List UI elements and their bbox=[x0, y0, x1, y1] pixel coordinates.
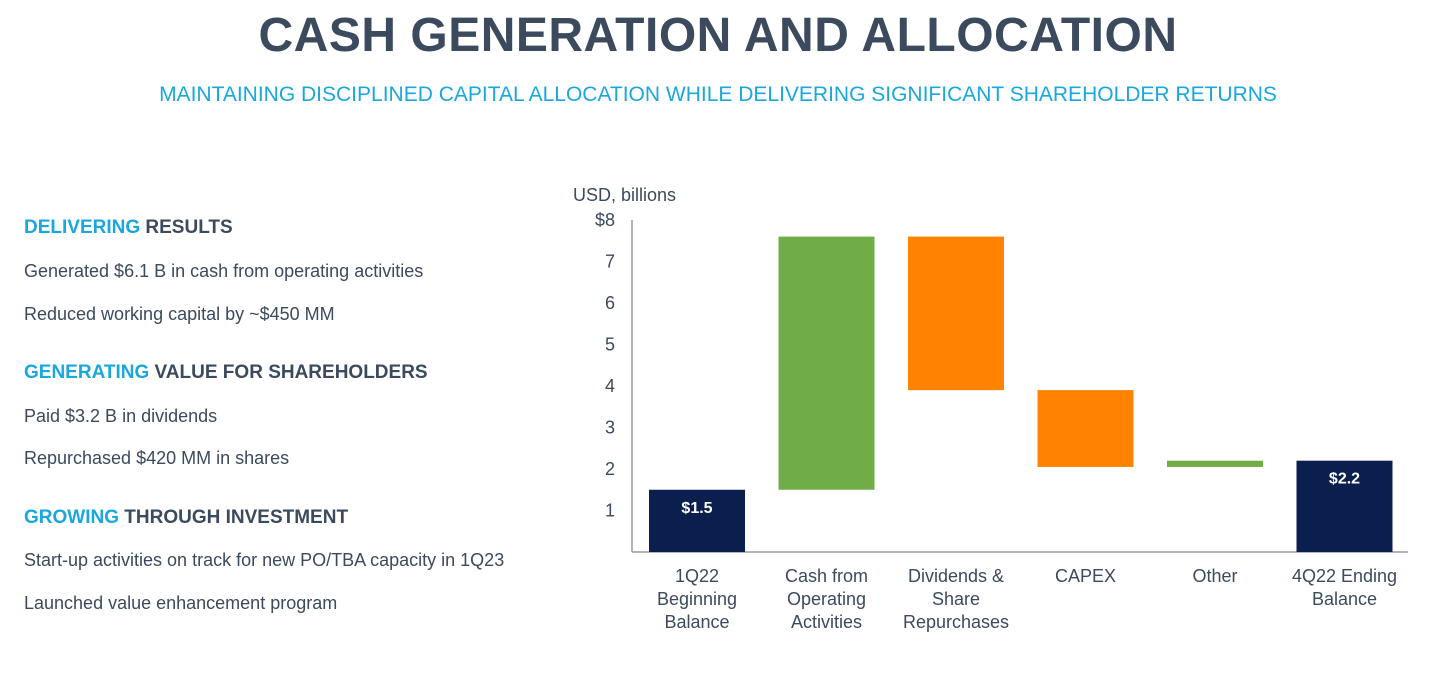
bullet-line: Launched value enhancement program bbox=[24, 593, 338, 613]
category-label: Other bbox=[1192, 566, 1237, 586]
category-label: Activities bbox=[791, 612, 862, 632]
bar-increase bbox=[778, 236, 875, 490]
category-label: Balance bbox=[1312, 589, 1377, 609]
bar-total bbox=[1296, 460, 1393, 552]
category-label: Share bbox=[932, 589, 980, 609]
bullet-line: Reduced working capital by ~$450 MM bbox=[24, 304, 335, 324]
y-tick-label: 4 bbox=[605, 376, 615, 396]
category-label: Operating bbox=[787, 589, 866, 609]
y-tick-label: $8 bbox=[595, 210, 615, 230]
bar-total bbox=[649, 489, 745, 552]
category-label: Beginning bbox=[657, 589, 737, 609]
y-tick-label: 6 bbox=[605, 293, 615, 313]
y-tick-label: 1 bbox=[605, 501, 615, 521]
data-label: $1.5 bbox=[681, 500, 712, 517]
bullet-line: Paid $3.2 B in dividends bbox=[24, 406, 218, 426]
y-tick-label: 3 bbox=[605, 418, 615, 438]
bullet-line: Repurchased $420 MM in shares bbox=[24, 448, 290, 468]
section-heading-generating: GENERATING VALUE FOR SHAREHOLDERS bbox=[24, 362, 428, 383]
section-heading-delivering: DELIVERING RESULTS bbox=[24, 217, 233, 238]
y-tick-labels: $8 7 6 5 4 3 2 1 bbox=[595, 210, 615, 521]
waterfall-chart: USD, billions $8 7 6 5 4 3 2 1 $1.5 $2.2 1Q22 Beg… bbox=[573, 185, 1408, 632]
bars: $1.5 $2.2 bbox=[649, 236, 1393, 552]
category-label: Dividends & bbox=[908, 566, 1004, 586]
bar-increase bbox=[1167, 460, 1263, 467]
bullet-line: Start-up activities on track for new PO/… bbox=[24, 550, 505, 570]
page-subtitle: MAINTAINING DISCIPLINED CAPITAL ALLOCATI… bbox=[159, 83, 1277, 106]
data-label: $2.2 bbox=[1329, 471, 1360, 488]
category-label: Cash from bbox=[785, 566, 868, 586]
category-label: Repurchases bbox=[903, 612, 1009, 632]
y-tick-label: 5 bbox=[605, 335, 615, 355]
bar-decrease bbox=[1037, 390, 1134, 467]
y-axis-label: USD, billions bbox=[573, 185, 676, 205]
category-label: 4Q22 Ending bbox=[1292, 566, 1397, 586]
bar-decrease bbox=[908, 236, 1004, 391]
category-label: CAPEX bbox=[1055, 566, 1116, 586]
y-tick-label: 7 bbox=[605, 252, 615, 272]
category-label: Balance bbox=[664, 612, 729, 632]
section-heading-growing: GROWING THROUGH INVESTMENT bbox=[24, 507, 349, 528]
page-title: CASH GENERATION AND ALLOCATION bbox=[258, 9, 1178, 62]
y-tick-label: 2 bbox=[605, 459, 615, 479]
category-label: 1Q22 bbox=[675, 566, 719, 586]
category-labels: 1Q22 Beginning Balance Cash from Operating Ac… bbox=[657, 566, 1397, 632]
bullet-line: Generated $6.1 B in cash from operating … bbox=[24, 261, 424, 281]
